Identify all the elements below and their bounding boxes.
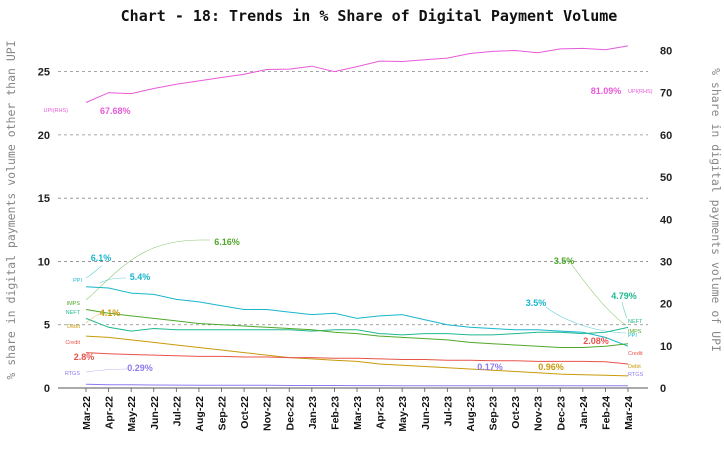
x-tick-label: Feb-23 (329, 396, 341, 430)
annotation-connector (545, 306, 627, 334)
x-tick-label: Nov-23 (533, 396, 545, 431)
gridlines (58, 71, 648, 326)
x-tick-label: May-23 (397, 396, 409, 432)
series-end-label: Debit (67, 324, 80, 330)
series-line-upirhs (85, 45, 629, 103)
x-tick-label: Sep-22 (217, 396, 229, 431)
left-tick-label: 0 (44, 383, 50, 395)
right-tick-label: 80 (660, 46, 672, 58)
x-tick-label: Apr-22 (104, 396, 116, 429)
x-tick-label: Jul-22 (171, 396, 183, 427)
x-tick-label: Dec-23 (555, 396, 567, 431)
right-tick-label: 20 (660, 299, 672, 311)
series-end-label: NEFT (628, 319, 643, 325)
series-end-label: UPI(RHS) (628, 89, 653, 95)
x-tick-label: Aug-22 (194, 396, 206, 432)
right-tick-label: 50 (660, 172, 672, 184)
left-axis-ticks: 0 5 10 15 20 25 (38, 67, 50, 395)
x-tick-label: Aug-23 (465, 396, 477, 432)
series-end-label: PPI (73, 278, 82, 284)
series-end-label: UPI(RHS) (44, 108, 69, 114)
series-end-label: Debit (628, 364, 641, 370)
x-tick-label: Jun-22 (149, 396, 161, 430)
right-tick-label: 30 (660, 256, 672, 268)
x-tick-label: Feb-24 (600, 396, 612, 430)
right-axis-title: % share in digital payments volume of UP… (709, 68, 723, 352)
series-end-label: RTGS (628, 372, 644, 378)
left-tick-label: 10 (38, 256, 50, 268)
series-end-label: Credit (65, 340, 80, 346)
annotation-label: 4.1% (100, 308, 121, 318)
left-tick-label: 20 (38, 130, 50, 142)
right-tick-label: 0 (660, 383, 666, 395)
annotation-label: 5.4% (130, 272, 151, 282)
left-axis-title: % share in digital payments volume other… (4, 40, 18, 379)
x-axis: Mar-22 Apr-22 May-22 Jun-22 Jul-22 Aug-22 Sep-… (58, 387, 648, 432)
series-end-label: Credit (628, 351, 643, 357)
x-tick-label: Mar-22 (81, 396, 93, 430)
series-end-label: PPI (628, 333, 637, 339)
x-tick-label: Nov-22 (262, 396, 274, 431)
series-line-debit (85, 335, 629, 377)
annotation-connector (99, 277, 127, 284)
annotation-label: 6.1% (91, 253, 112, 263)
annotation-label: 0.96% (538, 362, 564, 372)
annotation-connectors (85, 239, 628, 373)
x-tick-label: Mar-23 (352, 396, 364, 430)
series-line-rtgs (85, 383, 628, 387)
x-tick-label: Jan-24 (578, 396, 590, 429)
series-end-label: RTGS (65, 371, 81, 377)
series-lines (85, 45, 629, 387)
annotation-connector (85, 265, 103, 279)
x-tick-label: May-22 (126, 396, 138, 432)
series-line-ppi (85, 286, 629, 347)
series-end-label: IMPS (628, 329, 642, 335)
right-axis-ticks: 0 10 20 30 40 50 60 70 80 (660, 46, 672, 395)
annotation-connector (85, 313, 101, 324)
series-line-imps (85, 309, 629, 348)
annotation-connector (621, 301, 628, 319)
annotation-label: 2.08% (583, 336, 609, 346)
annotation-connector (85, 368, 129, 373)
annotation-label: 0.17% (477, 362, 503, 372)
annotation-label: 81.09% (591, 86, 622, 96)
left-tick-label: 25 (38, 67, 50, 79)
series-end-label: NEFT (66, 310, 81, 316)
right-tick-label: 40 (660, 214, 672, 226)
x-tick-label: Apr-23 (375, 396, 387, 429)
left-tick-label: 15 (38, 193, 50, 205)
x-tick-label: Dec-22 (284, 396, 296, 431)
right-tick-label: 70 (660, 88, 672, 100)
annotation-label: 3.5% (554, 256, 575, 266)
right-tick-label: 10 (660, 341, 672, 353)
annotation-label: 0.29% (127, 363, 153, 373)
annotation-connector (85, 239, 210, 301)
annotation-label: 67.68% (100, 106, 131, 116)
x-tick-label: Mar-24 (623, 396, 635, 430)
x-tick-label: Oct-22 (239, 396, 251, 429)
annotations: 67.68% 81.09% 6.1% 5.4% 3.5% 6.16% 3.5% 4.79% 4.… (44, 86, 653, 378)
annotation-label: 3.5% (526, 298, 547, 308)
x-tick-label: Jun-23 (420, 396, 432, 430)
series-line-neft (85, 317, 629, 336)
annotation-label: 2.8% (74, 352, 95, 362)
x-tick-label: Jan-23 (307, 396, 319, 429)
x-tick-label: Jul-23 (442, 396, 454, 427)
left-tick-label: 5 (44, 320, 50, 332)
annotation-label: 6.16% (214, 237, 240, 247)
right-tick-label: 60 (660, 130, 672, 142)
series-line-credit (85, 352, 629, 365)
annotation-connector (569, 261, 627, 326)
series-end-label: IMPS (67, 301, 81, 307)
chart-title: Chart - 18: Trends in % Share of Digital… (121, 7, 618, 25)
x-tick-label: Sep-23 (488, 396, 500, 431)
x-tick-label: Oct-23 (510, 396, 522, 429)
annotation-label: 4.79% (611, 291, 637, 301)
